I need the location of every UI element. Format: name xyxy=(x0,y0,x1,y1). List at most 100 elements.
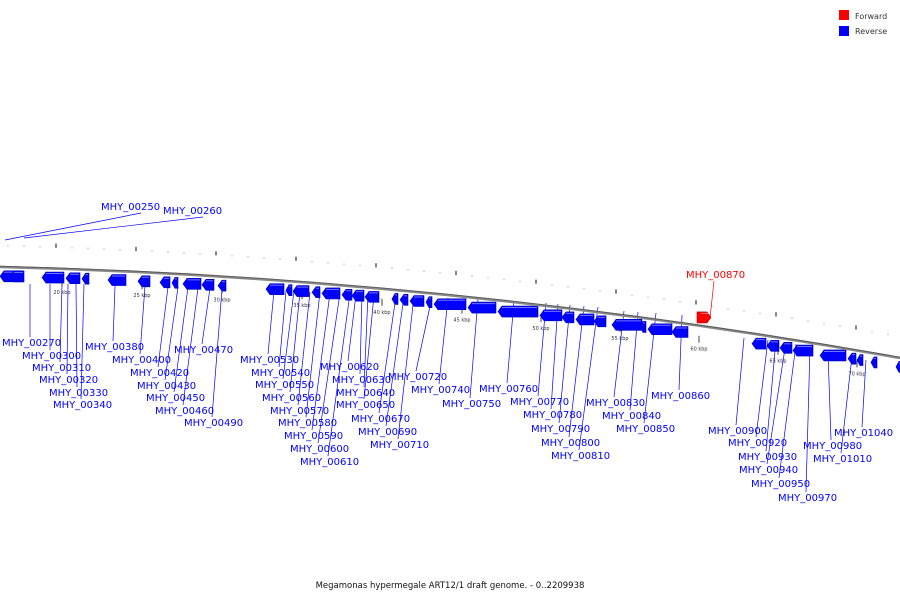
gene-label[interactable]: MHY_00270 xyxy=(2,338,61,349)
gene-label[interactable]: MHY_00750 xyxy=(442,399,501,410)
gene-label[interactable]: MHY_00830 xyxy=(586,398,645,409)
gene-label[interactable]: MHY_00930 xyxy=(738,452,797,463)
gene-reverse[interactable] xyxy=(593,315,607,328)
gene-label[interactable]: MHY_00460 xyxy=(155,406,214,417)
gene-label[interactable]: MHY_00620 xyxy=(320,362,379,373)
gene-reverse[interactable] xyxy=(639,321,647,333)
gene-reverse[interactable] xyxy=(575,313,595,326)
gene-label[interactable]: MHY_00540 xyxy=(251,368,310,379)
gene-label[interactable]: MHY_00590 xyxy=(284,431,343,442)
gene-label[interactable]: MHY_00400 xyxy=(112,355,171,366)
gene-reverse[interactable] xyxy=(159,276,171,289)
gene-reverse[interactable] xyxy=(425,296,433,308)
gene-reverse[interactable] xyxy=(321,287,341,300)
gene-reverse[interactable] xyxy=(182,278,202,290)
gene-label[interactable]: MHY_00330 xyxy=(49,388,108,399)
gene-label[interactable]: MHY_00340 xyxy=(53,400,112,411)
gene-reverse[interactable] xyxy=(671,326,689,338)
gene-label[interactable]: MHY_00800 xyxy=(541,438,600,449)
gene-label[interactable]: MHY_00550 xyxy=(255,380,314,391)
gene-label[interactable]: MHY_00740 xyxy=(411,385,470,396)
gene-label[interactable]: MHY_00760 xyxy=(479,384,538,395)
label-connector xyxy=(558,304,571,424)
gene-reverse[interactable] xyxy=(292,285,310,297)
gene-label[interactable]: MHY_00850 xyxy=(616,424,675,435)
gene-reverse[interactable] xyxy=(399,293,409,306)
gene-reverse[interactable] xyxy=(409,295,425,307)
gene-label[interactable]: MHY_00250 xyxy=(101,202,160,213)
gene-label[interactable]: MHY_00840 xyxy=(602,411,661,422)
gene-label[interactable]: MHY_00650 xyxy=(336,400,395,411)
gene-label[interactable]: MHY_00580 xyxy=(278,418,337,429)
gene-reverse[interactable] xyxy=(647,323,673,336)
gene-label[interactable]: MHY_00670 xyxy=(351,414,410,425)
gene-label[interactable]: MHY_00420 xyxy=(130,368,189,379)
gene-reverse[interactable] xyxy=(611,319,643,331)
gene-reverse[interactable] xyxy=(895,361,900,373)
gene-label[interactable]: MHY_00300 xyxy=(22,351,81,362)
gene-label[interactable]: MHY_00630 xyxy=(332,375,391,386)
gene-label[interactable]: MHY_00320 xyxy=(39,375,98,386)
gene-label[interactable]: MHY_01040 xyxy=(834,428,893,439)
gene-label[interactable]: MHY_00920 xyxy=(728,438,787,449)
gene-reverse[interactable] xyxy=(201,278,215,291)
gene-reverse[interactable] xyxy=(819,349,847,362)
gene-reverse[interactable] xyxy=(265,283,285,295)
gene-reverse[interactable] xyxy=(107,274,127,286)
gene-label[interactable]: MHY_00860 xyxy=(651,391,710,402)
gene-reverse[interactable] xyxy=(497,305,539,318)
gene-label[interactable]: MHY_00380 xyxy=(85,342,144,353)
gene-label[interactable]: MHY_00470 xyxy=(174,345,233,356)
gene-label[interactable]: MHY_00430 xyxy=(137,381,196,392)
gene-reverse[interactable] xyxy=(137,275,151,288)
gene-reverse[interactable] xyxy=(217,279,227,292)
gene-reverse[interactable] xyxy=(561,311,575,324)
gene-reverse[interactable] xyxy=(433,298,467,311)
gene-label[interactable]: MHY_00940 xyxy=(739,465,798,476)
gene-label[interactable]: MHY_00950 xyxy=(751,479,810,490)
gene-reverse[interactable] xyxy=(467,301,497,314)
gene-label[interactable]: MHY_00970 xyxy=(778,493,837,504)
gene-reverse[interactable] xyxy=(766,339,780,352)
gene-label[interactable]: MHY_00870 xyxy=(686,270,745,281)
gene-label[interactable]: MHY_00610 xyxy=(300,457,359,468)
gene-reverse[interactable] xyxy=(41,271,65,284)
gene-label[interactable]: MHY_00560 xyxy=(262,393,321,404)
gene-label[interactable]: MHY_00810 xyxy=(551,451,610,462)
gene-reverse[interactable] xyxy=(870,356,878,369)
gene-label[interactable]: MHY_00720 xyxy=(388,372,447,383)
gene-reverse[interactable] xyxy=(539,309,563,322)
gene-reverse[interactable] xyxy=(311,286,321,299)
gene-label[interactable]: MHY_00260 xyxy=(163,206,222,217)
gene-reverse[interactable] xyxy=(779,342,793,354)
gene-reverse[interactable] xyxy=(171,277,179,289)
gene-label[interactable]: MHY_00690 xyxy=(358,427,417,438)
gene-reverse[interactable] xyxy=(65,272,81,285)
gene-label[interactable]: MHY_00770 xyxy=(510,397,569,408)
gene-label[interactable]: MHY_00980 xyxy=(803,441,862,452)
gene-label[interactable]: MHY_01010 xyxy=(813,454,872,465)
gene-reverse[interactable] xyxy=(351,289,365,302)
gene-label[interactable]: MHY_00310 xyxy=(32,363,91,374)
gene-reverse[interactable] xyxy=(856,354,864,366)
gene-label[interactable]: MHY_00530 xyxy=(240,355,299,366)
gene-forward[interactable] xyxy=(696,311,712,324)
gene-label[interactable]: MHY_00780 xyxy=(523,410,582,421)
gene-label[interactable]: MHY_00600 xyxy=(290,444,349,455)
gene-label[interactable]: MHY_00790 xyxy=(531,424,590,435)
gene-label[interactable]: MHY_00710 xyxy=(370,440,429,451)
gene-label[interactable]: MHY_00570 xyxy=(270,406,329,417)
gene-reverse[interactable] xyxy=(751,337,767,350)
gene-label[interactable]: MHY_00450 xyxy=(146,393,205,404)
gene-reverse[interactable] xyxy=(285,284,293,296)
gene-label[interactable]: MHY_00490 xyxy=(184,418,243,429)
gene-label[interactable]: MHY_00900 xyxy=(708,426,767,437)
gene-label[interactable]: MHY_00640 xyxy=(336,388,395,399)
gene-reverse[interactable] xyxy=(341,288,353,301)
gene-reverse[interactable] xyxy=(364,291,380,303)
gene-reverse[interactable] xyxy=(792,344,814,357)
gene-reverse[interactable] xyxy=(9,270,25,283)
gene-reverse[interactable] xyxy=(391,293,399,305)
gene-reverse[interactable] xyxy=(81,272,90,285)
gene-reverse[interactable] xyxy=(847,352,857,365)
